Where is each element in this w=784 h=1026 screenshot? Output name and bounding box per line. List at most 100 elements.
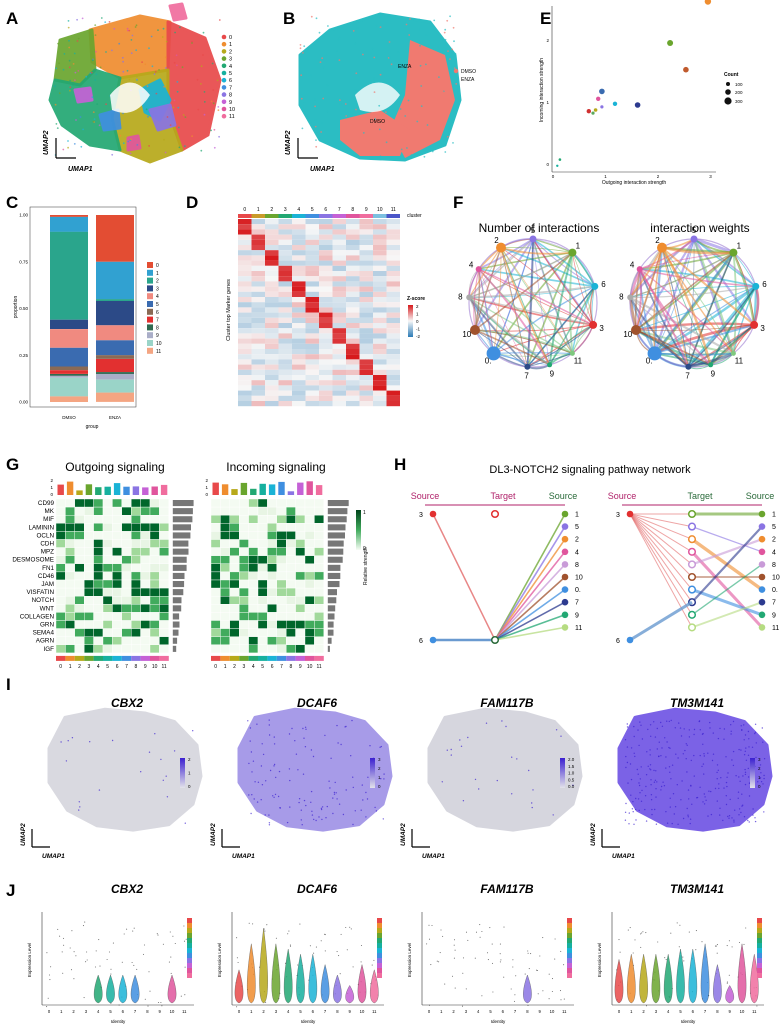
panel-c-bar-segment (50, 396, 88, 402)
panel-j-point (512, 966, 514, 968)
umap-a-cell (128, 29, 131, 32)
panel-j-point (716, 952, 718, 954)
panel-j-point (340, 933, 342, 935)
panel-d-cell (319, 224, 333, 230)
panel-d-cell (305, 255, 319, 261)
panel-i-expr-cell (650, 769, 652, 771)
umap-b-cell (407, 99, 410, 102)
panel-j-identity-tick: 3 (465, 1009, 468, 1014)
panel-j-legend-swatch (187, 943, 192, 948)
panel-g-cell (83, 547, 94, 556)
panel-i-scale-tick: 2 (758, 766, 761, 771)
panel-i-expr-cell (681, 780, 683, 782)
panel-d-cell (251, 395, 265, 401)
panel-g-pathway-label: NOTCH (32, 597, 55, 604)
panel-i-expr-cell (730, 730, 732, 732)
panel-j-legend-swatch (377, 963, 382, 968)
panel-d-cell (292, 312, 306, 318)
panel-g-cell (83, 604, 94, 613)
panel-j-point (84, 921, 86, 923)
panel-g-cell (295, 596, 306, 605)
umap-b-cell (397, 51, 400, 53)
umap-a-legend-swatch (221, 99, 227, 105)
panel-g-cell (93, 604, 104, 613)
panel-j-point (451, 975, 454, 977)
umap-b-cell (452, 26, 455, 29)
panel-i-expr-cell (702, 743, 704, 745)
panel-i-umap (47, 707, 203, 832)
panel-g-cell (314, 539, 324, 548)
panel-i-expr-cell (653, 781, 656, 783)
panel-i-expr-cell (460, 745, 463, 747)
panel-i-scale-tick: 1.5 (568, 764, 575, 769)
panel-j-point (73, 978, 75, 980)
umap-b-cell (418, 28, 421, 31)
panel-i-expr-cell (762, 741, 764, 743)
umap-b-cell (404, 115, 407, 117)
panel-g-cell (257, 636, 268, 646)
panel-i-expr-cell (641, 738, 644, 740)
umap-a-cell (164, 151, 167, 154)
panel-i-expr-cell (248, 794, 250, 796)
panel-j-point (632, 952, 634, 954)
panel-d-cluster-tick: 11 (391, 207, 396, 213)
panel-d-cell (238, 224, 252, 230)
panel-g-column-label: 4 (252, 664, 255, 670)
panel-i-expr-cell (165, 775, 167, 777)
panel-h-right-node (561, 535, 569, 543)
umap-a-cell (216, 79, 219, 82)
panel-g-cell (210, 506, 221, 516)
panel-g-side-bar (327, 540, 344, 547)
panel-i-expr-cell (707, 815, 709, 817)
panel-i-expr-cell (720, 777, 722, 779)
umap-a-cell (63, 53, 66, 55)
panel-i-expr-cell (671, 764, 674, 766)
panel-c: C 0.000.250.500.751.00 DMSO ENZA group p… (6, 193, 162, 430)
panel-j-legend-swatch (187, 918, 192, 923)
panel-d-cell (346, 265, 360, 271)
panel-g-cell (83, 612, 94, 621)
panel-d-legend-tick: 1 (416, 312, 419, 317)
panel-j-point (428, 1004, 431, 1006)
umap-a-cell (85, 75, 88, 78)
panel-f-node-label: 9 (711, 370, 716, 379)
panel-j-point (489, 927, 491, 929)
panel-g-cell (159, 587, 169, 597)
panel-i-expr-cell (531, 802, 533, 804)
panel-g-cell (210, 604, 221, 613)
panel-j-point (136, 968, 138, 970)
panel-i-expr-cell (703, 793, 705, 795)
panel-g-cell (83, 620, 94, 629)
panel-i-expr-cell (744, 734, 747, 736)
panel-d-cell (373, 276, 387, 282)
panel-g-cell (65, 506, 76, 516)
panel-c-legend-swatch (147, 277, 153, 284)
panel-e-bubble (683, 66, 689, 73)
panel-c-bar-segment (96, 215, 134, 262)
panel-i-expr-cell (748, 746, 750, 748)
panel-i-expr-cell (516, 758, 518, 760)
panel-i-expr-cell (65, 760, 68, 762)
panel-g-cell (74, 555, 85, 565)
umap-b-cell (373, 77, 375, 80)
umap-a-axes: UMAP1 UMAP2 (43, 130, 93, 173)
panel-d-cell (332, 281, 346, 287)
panel-i-expr-cell (636, 768, 638, 771)
panel-letter-d: D (186, 193, 198, 212)
panel-d-cell (292, 333, 306, 339)
panel-d-cell (265, 385, 279, 391)
panel-g-cell (121, 636, 132, 646)
panel-j-point (170, 972, 172, 974)
panel-g-cell (295, 628, 306, 637)
panel-j-legend-swatch (567, 928, 572, 933)
panel-g-side-bar (172, 605, 182, 612)
umap-a-legend-label: 5 (229, 71, 232, 77)
panel-g-top-bar (231, 489, 238, 495)
panel-g-cell (314, 612, 324, 621)
panel-i-scale-tick: 2.0 (568, 757, 575, 762)
panel-d-cell (359, 328, 373, 334)
panel-d-cell (292, 364, 306, 370)
panel-d-cell (305, 229, 319, 235)
panel-g-cell (65, 644, 76, 654)
panel-d-cell (238, 317, 252, 323)
